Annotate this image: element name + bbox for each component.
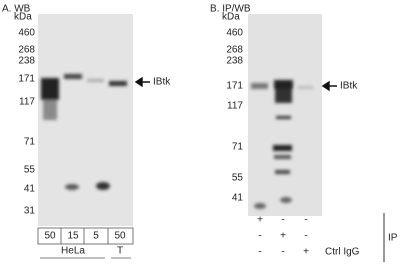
marker: 31: [24, 206, 36, 217]
marker: 117: [19, 97, 35, 108]
row-sign: -: [304, 231, 307, 242]
row-sign: +: [257, 215, 263, 226]
row-label: Ctrl IgG: [325, 247, 360, 258]
lane-label: 50: [44, 231, 56, 242]
bands: [41, 74, 127, 190]
side-label: IP: [388, 233, 398, 244]
marker: 268: [18, 45, 35, 56]
lane-label: 5: [93, 231, 99, 242]
marker: 71: [24, 137, 36, 148]
marker: 460: [18, 28, 35, 39]
row-sign: -: [258, 231, 261, 242]
marker: 55: [24, 165, 36, 176]
marker: 238: [18, 56, 35, 67]
marker: 460: [226, 28, 243, 39]
marker: 71: [232, 142, 244, 153]
marker: 41: [24, 184, 36, 195]
lane-label: 15: [67, 231, 79, 242]
row-sign: -: [281, 247, 284, 258]
marker: 268: [226, 45, 243, 56]
marker: 171: [226, 81, 243, 92]
row-sign: +: [303, 247, 309, 258]
target-label: IBtk: [340, 81, 358, 92]
arrow: [321, 80, 337, 92]
blot: [248, 14, 322, 216]
unit-label: kDa: [14, 12, 32, 23]
marker: 117: [227, 101, 243, 112]
unit-label: kDa: [222, 12, 240, 23]
lane-table: [37, 227, 134, 259]
row-sign: -: [281, 215, 284, 226]
markers: 460 268 238 171 117 71 55 41 31: [18, 28, 35, 217]
lane-label: 50: [114, 231, 126, 242]
panel-title: B. IP/WB: [210, 4, 251, 15]
target-label: IBtk: [153, 77, 171, 88]
arrow: [134, 76, 150, 88]
bands: [251, 80, 313, 209]
group-label: T: [117, 246, 123, 257]
row-sign: -: [258, 247, 261, 258]
panel-title: A. WB: [2, 4, 31, 15]
marker: 171: [18, 74, 35, 85]
row-sign: -: [304, 215, 307, 226]
marker: 41: [232, 193, 244, 204]
group-label: HeLa: [61, 246, 85, 257]
row-sign: +: [280, 231, 286, 242]
marker: 238: [226, 56, 243, 67]
marker: 55: [232, 173, 244, 184]
